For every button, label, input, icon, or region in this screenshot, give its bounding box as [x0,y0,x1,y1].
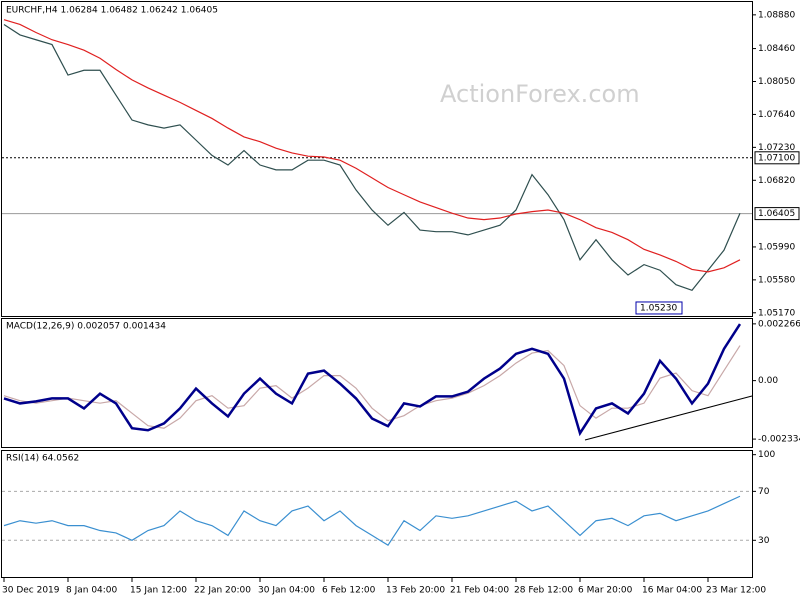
low-label: 1.05230 [640,303,677,313]
x-tick-label: 22 Jan 20:00 [194,586,251,596]
rsi-panel [1,450,753,578]
y-tick-label: -0.002334 [758,435,800,445]
y-tick-label: 1.08880 [758,10,795,20]
rsi-title: RSI(14) 64.0562 [6,454,79,464]
low-box [635,301,683,315]
x-tick-label: 8 Jan 04:00 [66,586,118,596]
x-tick-label: 21 Feb 04:00 [450,586,509,596]
y-tick-label: 30 [758,536,770,546]
y-tick-label: 1.08460 [758,44,795,54]
y-tick-label: 1.08050 [758,77,795,87]
series-line [3,19,741,273]
level-box [754,207,800,221]
x-tick-label: 30 Dec 2019 [2,586,60,596]
series-line [3,495,741,547]
macd-panel [1,318,753,448]
level-box [754,151,800,165]
series-line [3,323,742,437]
x-tick-label: 15 Jan 12:00 [130,586,187,596]
x-tick-label: 16 Mar 04:00 [642,586,702,596]
y-tick-label: 1.05580 [758,275,795,285]
x-tick-label: 23 Mar 12:00 [706,586,766,596]
series-line [3,23,741,292]
level-label: 1.07100 [758,153,795,163]
y-tick-label: 100 [758,450,775,460]
macd-title: MACD(12,26,9) 0.002057 0.001434 [6,322,166,332]
x-tick-label: 6 Mar 20:00 [578,586,633,596]
watermark: ActionForex.com [440,80,640,108]
y-tick-label: 1.07640 [758,110,795,120]
x-tick-label: 28 Feb 12:00 [514,586,573,596]
level-label: 1.06405 [758,209,795,219]
y-tick-label: 1.06820 [758,176,795,186]
y-tick-label: 1.07230 [758,143,795,153]
price-panel [1,1,753,317]
price-title: EURCHF,H4 1.06284 1.06482 1.06242 1.0640… [6,6,218,16]
y-tick-label: 1.05990 [758,242,795,252]
x-tick-label: 6 Feb 12:00 [322,586,376,596]
y-tick-label: 70 [758,487,770,497]
x-tick-label: 30 Jan 04:00 [258,586,315,596]
y-tick-label: 1.05170 [758,308,795,318]
x-tick-label: 13 Feb 20:00 [386,586,445,596]
trend-line [584,395,753,441]
y-tick-label: 0.00 [758,376,778,386]
y-tick-label: 0.002266 [758,319,800,329]
